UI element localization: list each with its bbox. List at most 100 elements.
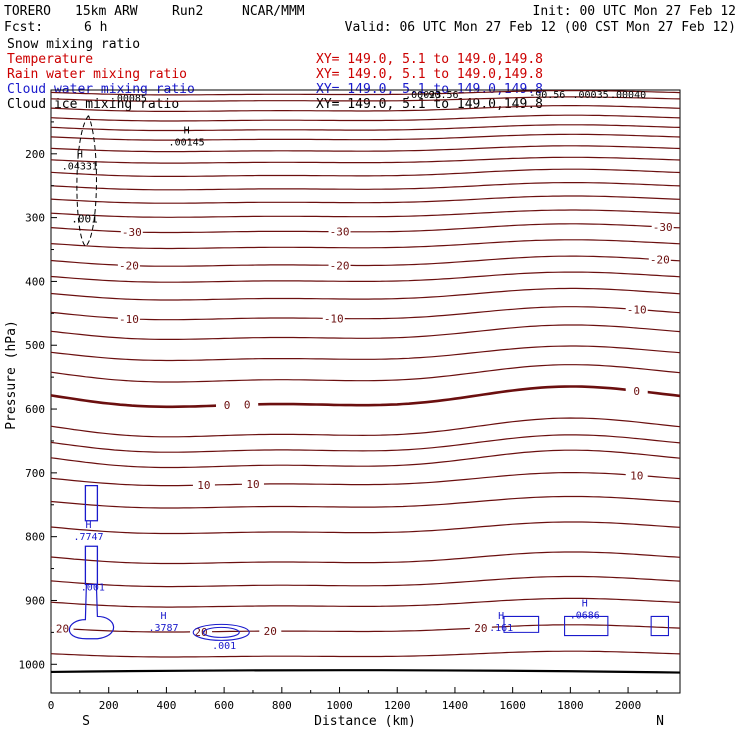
- forecast-label: Fcst:: [4, 20, 43, 35]
- cloud-water-contour-label: .001: [212, 641, 236, 652]
- cloud-water-max-value: .3787: [148, 623, 178, 634]
- cloud-ice-max-marker: H: [77, 149, 83, 160]
- y-tick-label: 700: [25, 467, 45, 480]
- isotherm-label-bg: [259, 625, 282, 637]
- isotherm-label-bg: [190, 625, 213, 637]
- x-axis-label: Distance (km): [314, 714, 416, 729]
- axes: 0 200 400 600 800 1000 1200 1400 1600 1800 2000200…: [19, 121, 658, 712]
- x-tick-label: 800: [272, 699, 292, 712]
- isotherm-label: 10: [630, 469, 643, 482]
- isotherm-label-bg: [51, 622, 74, 634]
- isotherm-line: [50, 551, 681, 565]
- cloud-water-contour: [202, 626, 240, 638]
- isotherm-label: 0: [224, 399, 231, 412]
- isotherm-line: [50, 255, 681, 267]
- resolution: 15km ARW: [75, 4, 138, 19]
- x-tick-label: 1400: [442, 699, 469, 712]
- isotherm-line: [50, 223, 681, 234]
- isotherm-label-bg: [117, 259, 140, 271]
- cloud-ice-max-value: .00145: [169, 138, 205, 149]
- cloud-water-contour: [192, 623, 250, 641]
- isotherm-label: 0: [633, 385, 640, 398]
- isotherm-line: [50, 597, 681, 608]
- isotherm-line: [50, 96, 681, 102]
- isotherm-line: [50, 90, 681, 96]
- x-tick-label: 200: [99, 699, 119, 712]
- isotherm-label-bg: [117, 312, 140, 324]
- surface-line: [50, 669, 681, 674]
- cloud-ice-max-value: .00023: [405, 90, 441, 101]
- isotherm-label-bg: [216, 399, 239, 411]
- legend-entry: Temperature: [7, 52, 93, 67]
- x-tick-label: 1800: [557, 699, 584, 712]
- valid-time: Valid: 06 UTC Mon 27 Feb 12 (00 CST Mon …: [345, 20, 736, 35]
- cloud-water-contour: [564, 615, 609, 637]
- cloud-ice-contour-label: .001: [71, 213, 98, 226]
- y-tick-label: 400: [25, 275, 45, 288]
- cloud-ice-max-value: .00085: [111, 94, 147, 105]
- isotherm-line: [50, 345, 681, 362]
- isotherm-label: -20: [650, 254, 670, 267]
- y-tick-label: 200: [25, 148, 45, 161]
- y-tick-label: 1000: [19, 658, 46, 671]
- isotherm-line: [50, 624, 681, 633]
- isotherm-line: [50, 114, 681, 122]
- cloud-water-max-marker: H: [85, 520, 91, 531]
- isotherm-label: -10: [119, 313, 139, 326]
- model-name: TORERO: [4, 4, 51, 19]
- y-tick-label: 900: [25, 594, 45, 607]
- isotherm-line: [50, 156, 681, 164]
- isotherm-line: [50, 124, 681, 132]
- isotherm-line: [50, 495, 681, 509]
- isotherm-line: [50, 324, 681, 340]
- isotherm-label-bg: [236, 398, 259, 410]
- isotherm-line: [50, 449, 681, 469]
- isotherm-label-bg: [322, 312, 345, 324]
- isotherm-label-bg: [328, 259, 351, 271]
- isotherm-label: -10: [627, 303, 647, 316]
- isotherm-line: [50, 271, 681, 283]
- cloud-water-max-value: .7747: [73, 532, 103, 543]
- isotherm-label-bg: [120, 225, 143, 237]
- y-tick-label: 600: [25, 403, 45, 416]
- isotherm-label-bg: [328, 225, 351, 237]
- x-tick-label: 0: [48, 699, 55, 712]
- x-tick-label: 2000: [615, 699, 642, 712]
- cloud-water-contour: [503, 615, 540, 633]
- isotherm-line: [50, 472, 681, 487]
- isotherm-label: 20: [194, 626, 207, 639]
- isotherm-label: 10: [197, 479, 210, 492]
- cloud-water-contour: [68, 584, 115, 640]
- cloud-ice-max-value: .04331: [62, 161, 98, 172]
- cloud-ice-max-value: -90.56: [529, 90, 565, 101]
- cloud-water-contour: [650, 615, 670, 637]
- isotherm-label: 20: [264, 625, 277, 638]
- legend-xy: XY= 149.0, 5.1 to 149.0,149.8: [316, 67, 543, 82]
- forecast-hour: 6 h: [84, 20, 107, 35]
- isotherm-label: -20: [119, 260, 139, 273]
- x-tick-label: 1600: [499, 699, 526, 712]
- cloud-water-max-value: .161: [489, 623, 513, 634]
- isotherm-line: [50, 133, 681, 141]
- isotherm-label-bg: [651, 220, 674, 232]
- isotherm-label: -20: [330, 259, 350, 272]
- cloud-ice-contour: [76, 115, 97, 247]
- y-axis-label: Pressure (hPa): [4, 320, 19, 430]
- isotherm-line: [50, 364, 681, 383]
- isotherm-label-bg: [192, 479, 215, 491]
- isotherm-label: 0: [244, 399, 251, 412]
- isotherm-label: -30: [122, 226, 142, 239]
- cloud-water-max-value: .0686: [570, 610, 600, 621]
- isotherm-line: [50, 650, 681, 658]
- cloud-water-contour: [84, 484, 99, 522]
- plot-frame: [50, 89, 681, 694]
- legend-xy: XY= 149.0, 5.1 to 149.0,149.8: [316, 52, 543, 67]
- x-tick-label: 1000: [326, 699, 353, 712]
- isotherm-line: [50, 287, 681, 301]
- cloud-ice-max-marker: H: [184, 126, 190, 137]
- isotherm-line: [50, 434, 681, 453]
- legend-entry: Snow mixing ratio: [7, 37, 140, 52]
- isotherm-label: -30: [330, 226, 350, 239]
